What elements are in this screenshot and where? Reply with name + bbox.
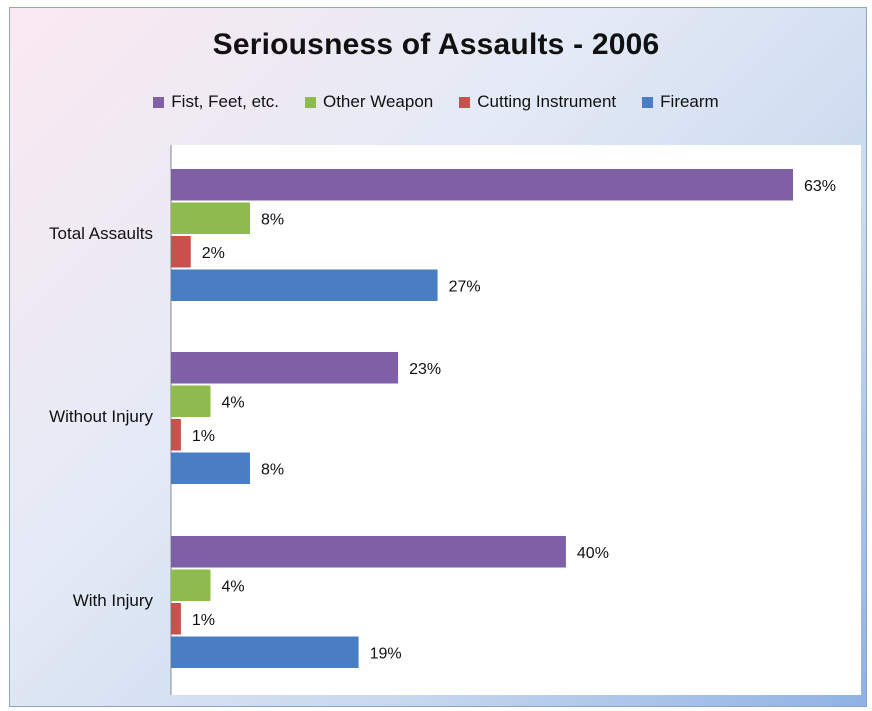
bar [171, 536, 566, 568]
legend-swatch-other-weapon [304, 96, 316, 108]
legend-label-fist: Fist, Feet, etc. [171, 92, 279, 111]
legend-swatch-cutting-instrument [459, 96, 471, 108]
bar [171, 452, 250, 484]
plot-background [171, 145, 861, 695]
bar [171, 236, 191, 268]
data-label: 19% [370, 645, 402, 662]
category-label: Total Assaults [49, 224, 153, 243]
bar [171, 202, 250, 234]
bar [171, 603, 181, 635]
legend-item-firearm: Firearm [642, 92, 719, 112]
bar [171, 636, 359, 668]
category-label: Without Injury [49, 407, 153, 426]
legend-label-firearm: Firearm [660, 92, 719, 111]
data-label: 23% [409, 361, 441, 378]
data-label: 1% [192, 612, 215, 629]
legend-item-fist: Fist, Feet, etc. [153, 92, 279, 112]
data-label: 4% [221, 578, 244, 595]
data-label: 8% [261, 461, 284, 478]
bar [171, 269, 438, 301]
bar [171, 169, 793, 201]
bar [171, 569, 211, 601]
legend-label-other-weapon: Other Weapon [322, 92, 434, 111]
data-label: 40% [577, 545, 609, 562]
legend-item-cutting-instrument: Cutting Instrument [459, 92, 616, 112]
data-label: 1% [192, 428, 215, 445]
data-label: 4% [221, 394, 244, 411]
legend: Fist, Feet, etc. Other Weapon Cutting In… [0, 92, 872, 112]
data-label: 8% [261, 211, 284, 228]
data-label: 27% [449, 278, 481, 295]
category-label: With Injury [73, 591, 154, 610]
legend-item-other-weapon: Other Weapon [304, 92, 434, 112]
chart-title: Seriousness of Assaults - 2006 [212, 28, 660, 61]
bar [171, 385, 211, 417]
bar [171, 352, 399, 384]
data-label: 2% [202, 245, 225, 262]
legend-swatch-fist [153, 96, 165, 108]
legend-label-cutting-instrument: Cutting Instrument [477, 92, 617, 111]
bar [171, 419, 181, 451]
data-label: 63% [804, 178, 836, 195]
legend-swatch-firearm [642, 96, 654, 108]
